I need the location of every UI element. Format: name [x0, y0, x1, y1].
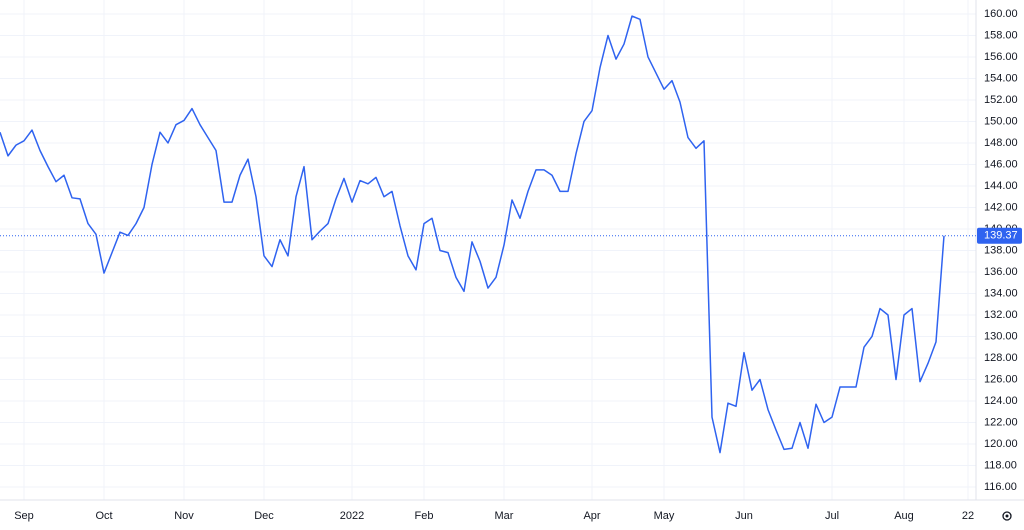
last-price-label: 139.37 [984, 230, 1018, 242]
x-tick-label: Apr [583, 510, 600, 522]
y-tick-label: 158.00 [984, 29, 1018, 41]
y-tick-label: 116.00 [984, 481, 1017, 493]
y-tick-label: 124.00 [984, 395, 1018, 407]
y-tick-label: 126.00 [984, 373, 1018, 385]
y-tick-label: 154.00 [984, 72, 1018, 84]
x-tick-label: 22 [962, 510, 974, 522]
x-tick-label: Mar [495, 510, 514, 522]
x-tick-label: Aug [894, 510, 914, 522]
y-tick-label: 130.00 [984, 330, 1018, 342]
y-tick-label: 152.00 [984, 94, 1018, 106]
price-line [0, 15, 945, 454]
y-tick-label: 160.00 [984, 8, 1018, 20]
x-tick-label: Oct [95, 510, 112, 522]
x-tick-label: 2022 [340, 510, 364, 522]
x-tick-label: Jun [735, 510, 753, 522]
x-tick-label: May [654, 510, 675, 522]
y-tick-label: 136.00 [984, 266, 1018, 278]
y-tick-label: 118.00 [984, 459, 1017, 471]
y-tick-label: 122.00 [984, 416, 1018, 428]
y-tick-label: 132.00 [984, 309, 1018, 321]
y-tick-label: 156.00 [984, 51, 1018, 63]
y-tick-label: 148.00 [984, 137, 1018, 149]
y-tick-label: 128.00 [984, 352, 1018, 364]
plot: 116.00 118.00 120.00 122.00 124.00 126.00 128.… [0, 8, 1022, 522]
x-tick-label: Dec [254, 510, 274, 522]
y-tick-label: 120.00 [984, 438, 1018, 450]
gear[interactable] [1002, 511, 1012, 521]
y-tick-label: 138.00 [984, 244, 1018, 256]
y-tick-label: 144.00 [984, 180, 1018, 192]
y-tick-label: 134.00 [984, 287, 1018, 299]
gear-center[interactable] [1005, 514, 1009, 518]
y-tick-label: 142.00 [984, 201, 1018, 213]
last-price-badge [977, 227, 1022, 244]
y-tick-label: 146.00 [984, 158, 1018, 170]
y-tick-label: 150.00 [984, 115, 1018, 127]
x-tick-label: Jul [825, 510, 839, 522]
x-tick-label: Sep [14, 510, 34, 522]
x-tick-label: Feb [415, 510, 434, 522]
x-tick-label: Nov [174, 510, 194, 522]
settings-icon[interactable] [1002, 511, 1012, 521]
